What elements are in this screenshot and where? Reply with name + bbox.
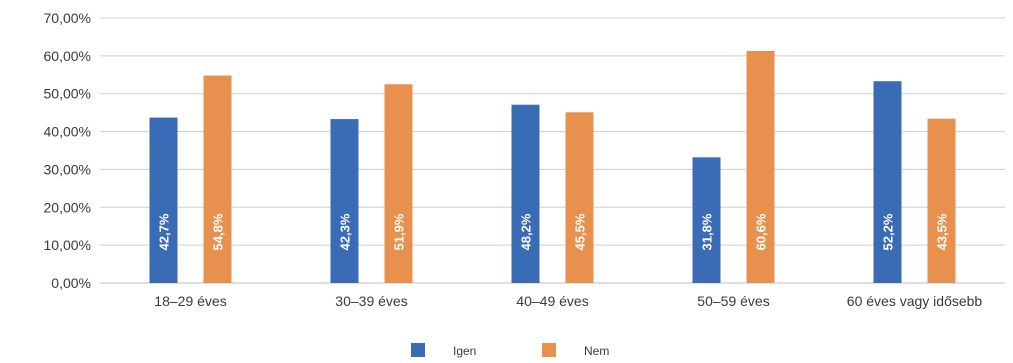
bar-igen (692, 157, 721, 283)
data-label: 48,2% (519, 213, 534, 250)
legend-label: Igen (453, 344, 476, 358)
x-tick-label: 50–59 éves (697, 293, 769, 309)
data-label: 52,2% (881, 213, 896, 250)
x-tick-label: 60 éves vagy idősebb (847, 293, 983, 309)
data-label: 42,3% (338, 213, 353, 250)
bar-nem (746, 50, 775, 283)
y-tick-label: 70,00% (44, 10, 91, 26)
data-label: 31,8% (700, 213, 715, 250)
data-label: 43,5% (935, 213, 950, 250)
data-label: 60,6% (754, 213, 769, 250)
legend-swatch-nem (542, 343, 556, 357)
y-tick-label: 10,00% (44, 237, 91, 253)
y-tick-label: 50,00% (44, 86, 91, 102)
gridlines (100, 17, 1005, 284)
legend-label: Nem (584, 344, 609, 358)
bar-igen (873, 81, 902, 283)
x-tick-label: 40–49 éves (516, 293, 588, 309)
x-tick-label: 30–39 éves (335, 293, 407, 309)
bars: 42,7% 54,8% 42,3% 51,9% 48,2% 45,5% 31,8% 60,6%… (149, 50, 956, 284)
y-tick-label: 60,00% (44, 48, 91, 64)
legend: Igen Nem (411, 343, 609, 358)
y-tick-label: 30,00% (44, 161, 91, 177)
y-tick-label: 20,00% (44, 199, 91, 215)
data-label: 42,7% (157, 213, 172, 250)
bar-nem (927, 118, 956, 283)
bar-igen (511, 104, 540, 283)
bar-nem (384, 84, 413, 283)
data-label: 54,8% (211, 213, 226, 250)
y-tick-label: 40,00% (44, 124, 91, 140)
bar-nem (203, 75, 232, 284)
y-axis: 0,00% 10,00% 20,00% 30,00% 40,00% 50,00% 60,00… (44, 10, 91, 291)
bar-igen (149, 117, 178, 283)
y-tick-label: 0,00% (51, 275, 91, 291)
bar-nem (565, 112, 594, 283)
data-label: 51,9% (392, 213, 407, 250)
x-axis: 18–29 éves 30–39 éves 40–49 éves 50–59 éves… (154, 293, 982, 309)
data-label: 45,5% (573, 213, 588, 250)
x-tick-label: 18–29 éves (154, 293, 226, 309)
legend-swatch-igen (411, 343, 425, 357)
bar-igen (330, 119, 359, 283)
